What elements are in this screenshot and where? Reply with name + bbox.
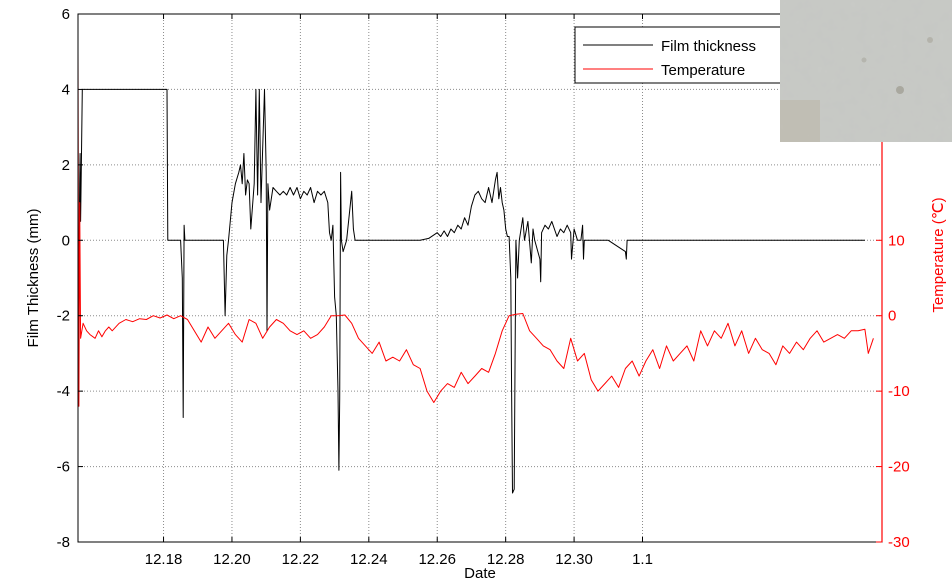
y-right-tick-label: 0 — [888, 308, 896, 325]
x-tick-label: 12.26 — [418, 551, 456, 568]
y-left-tick-label: -4 — [57, 383, 70, 400]
x-tick-label: 12.22 — [282, 551, 320, 568]
y-left-tick-label: -2 — [57, 308, 70, 325]
y-left-tick-label: 6 — [62, 6, 70, 23]
x-axis: 12.18 12.20 12.22 12.24 12.26 12.28 12.30 1.1 — [145, 14, 653, 568]
y-axis-right: 10 0 -10 -20 -30 — [876, 232, 910, 551]
y-axis-right-label: Temperature (℃) — [930, 197, 947, 312]
y-axis-left: 6 4 2 0 -2 -4 -6 -8 — [57, 6, 83, 551]
y-left-tick-label: 0 — [62, 232, 70, 249]
legend: Film thickness Temperature — [574, 26, 796, 84]
y-right-tick-label: 10 — [888, 232, 905, 249]
x-tick-label: 12.24 — [350, 551, 388, 568]
x-tick-label: 12.30 — [555, 551, 593, 568]
y-left-tick-label: 4 — [62, 81, 70, 98]
y-right-tick-label: -20 — [888, 459, 910, 476]
x-tick-label: 12.20 — [213, 551, 251, 568]
y-axis-left-label: Film Thickness (mm) — [25, 209, 42, 348]
legend-box — [574, 26, 796, 84]
x-tick-label: 1.1 — [632, 551, 653, 568]
x-axis-label: Date — [464, 565, 496, 582]
series-line-film-thickness — [77, 88, 865, 494]
plot-area — [77, 13, 883, 543]
film-surface-photo — [780, 0, 952, 142]
y-right-tick-label: -30 — [888, 534, 910, 551]
y-right-tick-label: -10 — [888, 383, 910, 400]
legend-label-temperature: Temperature — [661, 62, 745, 79]
legend-label-film-thickness: Film thickness — [661, 38, 756, 55]
x-tick-label: 12.28 — [487, 551, 525, 568]
series-layer — [77, 51, 874, 494]
y-left-tick-label: 2 — [62, 157, 70, 174]
x-tick-label: 12.18 — [145, 551, 183, 568]
y-left-tick-label: -6 — [57, 459, 70, 476]
y-left-tick-label: -8 — [57, 534, 70, 551]
series-line-temperature — [77, 51, 874, 407]
